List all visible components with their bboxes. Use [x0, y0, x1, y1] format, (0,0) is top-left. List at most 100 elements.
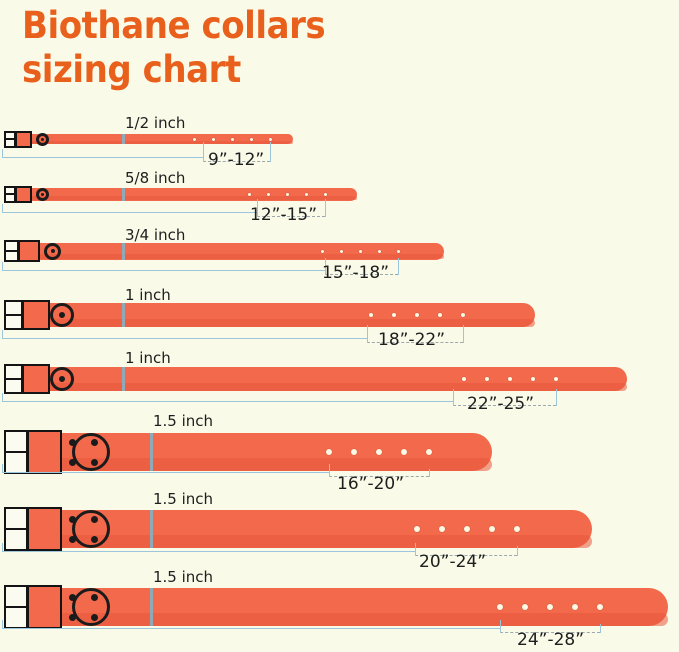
adjustable-range-line [415, 555, 517, 556]
length-guide-tick [2, 330, 3, 339]
adjustable-range-line [500, 632, 600, 633]
width-label: 1.5 inch [153, 568, 214, 586]
width-indicator [150, 588, 153, 626]
buckle-tongue [26, 509, 29, 549]
width-label: 1/2 inch [125, 114, 186, 132]
strap-hole [572, 604, 578, 610]
length-guide-line [2, 628, 500, 629]
strap-hole [489, 526, 495, 532]
strap-shading [12, 613, 668, 626]
collar-buckle [4, 130, 32, 148]
strap-hole [396, 249, 400, 253]
d-ring [50, 367, 74, 391]
strap-hole [439, 526, 445, 532]
strap-hole [377, 249, 381, 253]
collar-strap [12, 588, 668, 626]
width-indicator [122, 242, 125, 260]
buckle-strap-insert [29, 432, 60, 472]
strap-hole [339, 249, 343, 253]
collar-buckle [4, 300, 50, 330]
buckle-crossbar [6, 313, 48, 316]
length-guide-line [2, 212, 257, 213]
strap-hole [554, 377, 558, 381]
length-guide-line [2, 338, 367, 339]
buckle-strap-insert [29, 587, 60, 627]
collar-buckle [4, 507, 62, 551]
buckle-tongue [17, 242, 20, 260]
d-ring-post [41, 137, 44, 141]
strap-hole [392, 313, 396, 317]
range-end-tick [415, 546, 416, 556]
strap-shading [12, 253, 444, 260]
buckle-crossbar [6, 249, 38, 252]
page-title: Biothane collars sizing chart [22, 4, 326, 91]
strap-hole [192, 137, 196, 141]
strap-hole [514, 526, 520, 532]
strap-hole [268, 137, 272, 141]
buckle-strap-insert [20, 242, 38, 260]
adjustable-range-line [329, 476, 429, 477]
size-range-label: 15”-18” [322, 263, 390, 283]
buckle-strap-insert [17, 187, 30, 201]
length-guide-tick [415, 543, 416, 552]
length-guide-tick [2, 393, 3, 402]
strap-hole [266, 192, 270, 196]
range-end-tick [556, 389, 557, 406]
range-end-tick [203, 142, 204, 162]
collar-strap [12, 242, 444, 260]
range-end-tick [500, 624, 501, 633]
range-end-tick [270, 142, 271, 162]
buckle-tongue [21, 366, 24, 392]
strap-hole [426, 449, 432, 455]
range-end-tick [517, 546, 518, 556]
strap-hole [438, 313, 442, 317]
collar-strap [12, 510, 592, 548]
length-guide-line [2, 270, 325, 271]
strap-hole [211, 137, 215, 141]
strap-hole [323, 192, 327, 196]
length-guide-tick [453, 393, 454, 402]
strap-hole [320, 249, 324, 253]
size-range-label: 12”-15” [250, 205, 318, 225]
range-end-tick [453, 389, 454, 406]
d-ring-post [41, 192, 44, 196]
range-end-tick [367, 325, 368, 343]
strap-rivet [68, 458, 76, 466]
strap-shading [12, 535, 592, 548]
collar-buckle [4, 585, 62, 629]
length-guide-tick [2, 204, 3, 213]
width-indicator [122, 303, 125, 327]
range-end-tick [325, 257, 326, 275]
buckle-tongue [21, 302, 24, 328]
strap-hole [247, 192, 251, 196]
d-ring [36, 187, 49, 201]
length-guide-tick [2, 262, 3, 271]
d-ring-post [59, 312, 65, 318]
range-end-tick [398, 257, 399, 275]
strap-hole [358, 249, 362, 253]
size-range-label: 20”-24” [419, 552, 487, 572]
buckle-tongue [14, 132, 17, 146]
strap-hole [415, 313, 419, 317]
strap-shading [12, 318, 535, 327]
strap-hole [285, 192, 289, 196]
width-indicator [122, 187, 125, 201]
d-ring [50, 303, 74, 327]
strap-hole [547, 604, 553, 610]
strap-hole [369, 313, 373, 317]
length-guide-tick [203, 149, 204, 158]
strap-rivet [68, 613, 76, 621]
d-ring [72, 588, 110, 626]
width-indicator [150, 433, 153, 471]
buckle-tongue [14, 187, 17, 201]
d-ring [72, 433, 110, 471]
size-range-label: 9”-12” [208, 150, 265, 170]
strap-shading [12, 458, 492, 471]
strap-rivet [90, 535, 98, 543]
buckle-strap-insert [24, 366, 48, 392]
